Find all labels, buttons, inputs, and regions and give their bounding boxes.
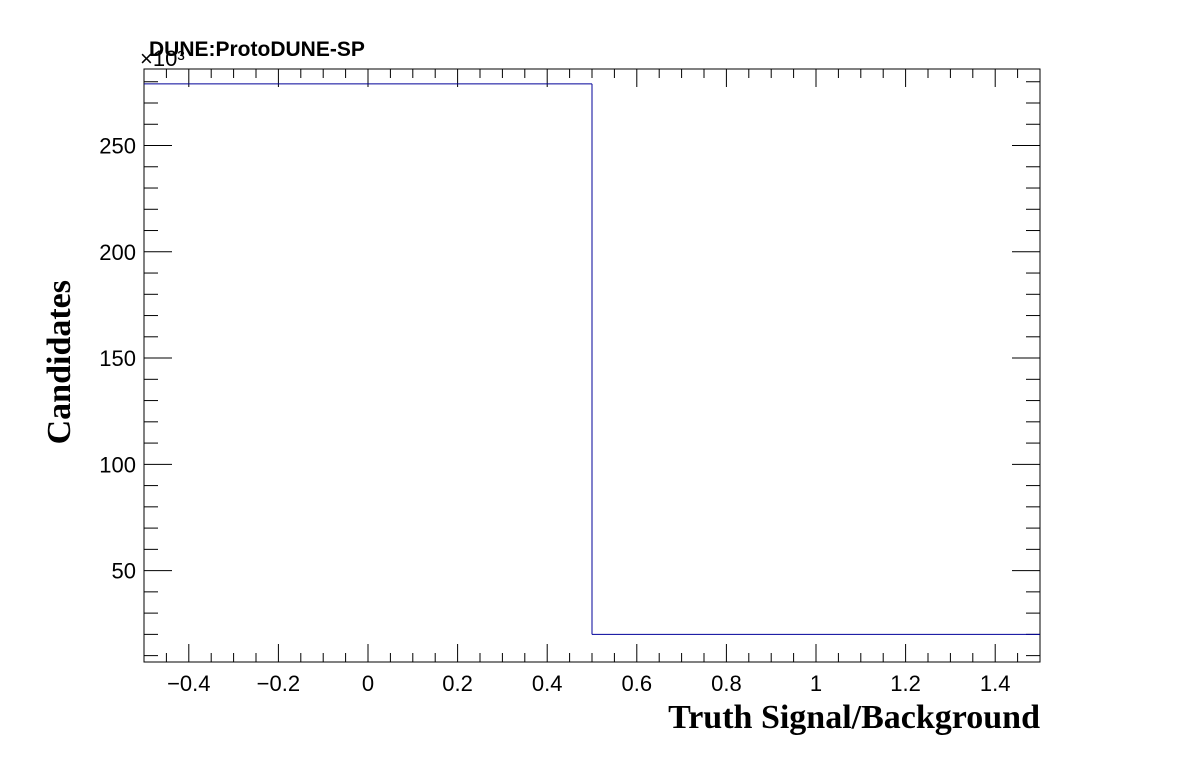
y-tick-label: 50 — [112, 559, 136, 584]
x-tick-labels: −0.4 −0.2 0 0.2 0.4 0.6 0.8 1 1.2 1.4 — [167, 671, 1010, 696]
y-tick-label: 200 — [99, 240, 136, 265]
y-tick-label: 250 — [99, 134, 136, 159]
y-axis-title: Candidates — [41, 280, 78, 444]
x-axis-title: Truth Signal/Background — [668, 699, 1040, 736]
x-tick-label: 0 — [362, 671, 374, 696]
y-tick-label: 150 — [99, 346, 136, 371]
x-tick-label: −0.2 — [257, 671, 300, 696]
x-tick-label: 1.4 — [980, 671, 1011, 696]
x-tick-label: 1 — [810, 671, 822, 696]
x-tick-label: 0.4 — [532, 671, 563, 696]
x-tick-label: 0.6 — [622, 671, 653, 696]
minor-ticks — [143, 69, 1041, 662]
x-tick-label: −0.4 — [167, 671, 210, 696]
histogram-bins — [144, 83, 1040, 635]
chart-title: DUNE:ProtoDUNE-SP — [149, 38, 365, 61]
y-tick-labels: 50 100 150 200 250 — [99, 134, 136, 584]
y-tick-label: 100 — [99, 452, 136, 477]
y-multiplier-label: ×10³ — [140, 46, 185, 71]
x-tick-label: 1.2 — [890, 671, 921, 696]
x-tick-label: 0.2 — [442, 671, 473, 696]
x-tick-label: 0.8 — [711, 671, 742, 696]
